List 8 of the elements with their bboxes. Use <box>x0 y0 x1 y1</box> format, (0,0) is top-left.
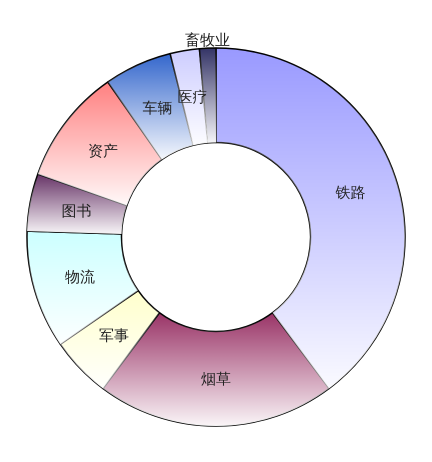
slice-label: 铁路 <box>334 183 366 202</box>
slice-label: 物流 <box>65 268 96 286</box>
slice-label: 军事 <box>98 326 129 344</box>
slice-label: 烟草 <box>201 370 231 388</box>
slice-label: 车辆 <box>142 98 172 117</box>
slice-label: 资产 <box>88 142 118 160</box>
slice-label: 图书 <box>62 202 92 220</box>
slice-label: 畜牧业 <box>184 31 230 50</box>
